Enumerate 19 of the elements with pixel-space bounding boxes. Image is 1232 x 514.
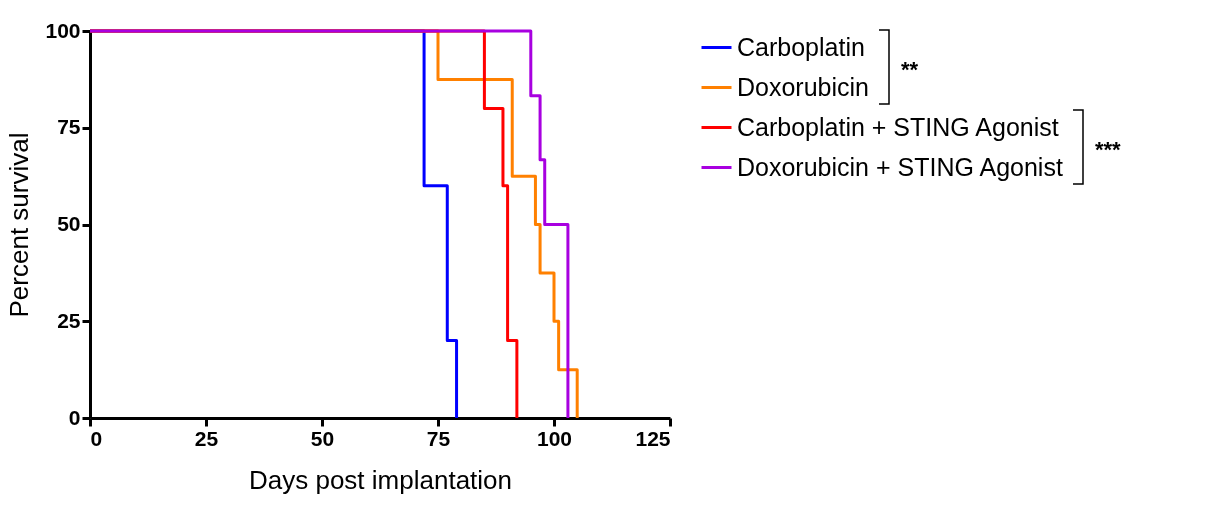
x-tick-label: 25 xyxy=(194,426,219,450)
text: ** xyxy=(901,56,919,83)
x-tick-label: 100 xyxy=(536,426,573,450)
y-tick-label: 50 xyxy=(57,212,81,235)
x-tick-label: 50 xyxy=(310,426,335,450)
legend-label: Doxorubicin xyxy=(737,72,870,101)
text: *** xyxy=(1094,136,1121,163)
x-axis-title: Days post implantation xyxy=(248,464,513,495)
x-tick-label: 125 xyxy=(635,426,671,450)
y-tick-label: 0 xyxy=(68,405,81,429)
legend-label: Doxorubicin + STING Agonist xyxy=(737,152,1063,181)
y-axis-title: Percent survival xyxy=(4,132,35,318)
y-tick-label: 25 xyxy=(57,308,81,332)
x-tick-label: 0 xyxy=(90,426,103,450)
y-tick-label: 75 xyxy=(57,115,81,139)
legend-label: Carboplatin xyxy=(737,32,865,61)
legend-label: Carboplatin + STING Agonist xyxy=(737,112,1059,141)
x-tick-label: 75 xyxy=(426,426,451,450)
y-tick-label: 100 xyxy=(45,18,81,42)
